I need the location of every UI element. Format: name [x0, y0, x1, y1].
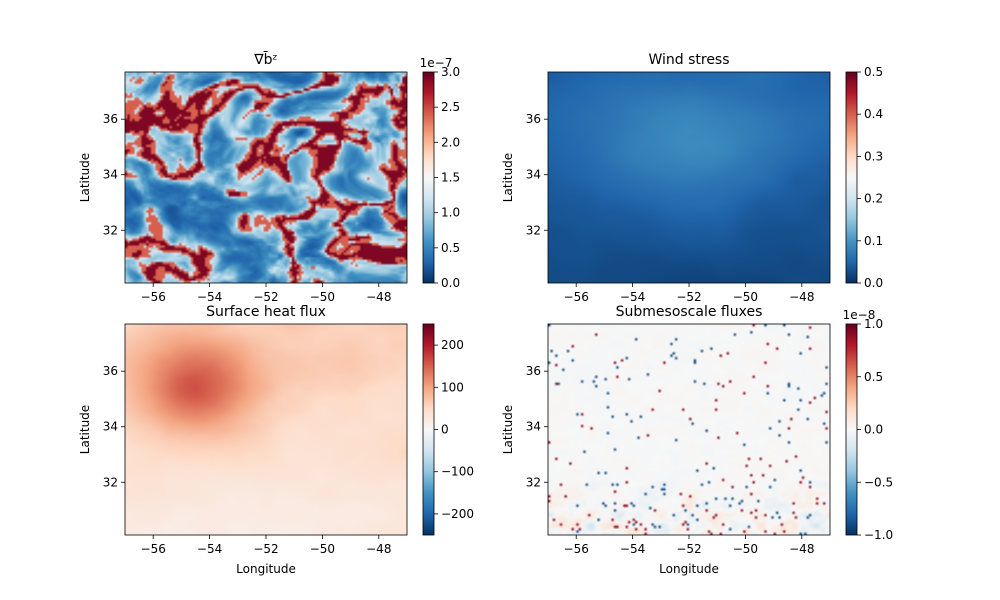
- panel-title: ∇b̄ᶻ: [253, 50, 277, 68]
- x-tick-label: −52: [676, 542, 701, 556]
- colorbar-tick-label: 1.0: [441, 206, 460, 220]
- y-tick-label: 32: [526, 223, 541, 237]
- colorbar-tick-label: 0.0: [441, 276, 460, 290]
- x-tick-label: −52: [676, 290, 701, 304]
- colorbar: [845, 71, 858, 284]
- colorbar-tick-label: 1.0: [864, 317, 883, 331]
- x-tick-label: −52: [253, 542, 278, 556]
- x-tick-label: −48: [789, 290, 814, 304]
- x-tick-label: −54: [197, 542, 222, 556]
- y-tick-label: 34: [526, 168, 541, 182]
- colorbar-tick-label: 0.3: [864, 149, 883, 163]
- heatmap-field: [125, 324, 407, 535]
- colorbar-offset-text: 1e−7: [420, 56, 453, 70]
- colorbar-tick-label: 0.4: [864, 107, 883, 121]
- panel-4: −56 −54 −52 −50 −48 32 34 36 Submesoscale fluxes…: [501, 304, 893, 576]
- y-tick-label: 34: [526, 420, 541, 434]
- panel-title: Submesoscale fluxes: [616, 304, 763, 320]
- colorbar-tick-label: −1.0: [864, 528, 893, 542]
- heatmap-field: [548, 72, 830, 283]
- colorbar: [422, 323, 435, 536]
- colorbar-tick-label: 2.5: [441, 100, 460, 114]
- colorbar-tick-label: 0.2: [864, 192, 883, 206]
- y-tick-label: 32: [103, 223, 118, 237]
- x-tick-label: −56: [141, 290, 166, 304]
- x-tick-label: −50: [733, 542, 758, 556]
- colorbar-tick-label: 0.1: [864, 234, 883, 248]
- y-tick-label: 36: [103, 112, 118, 126]
- y-tick-label: 34: [103, 168, 118, 182]
- colorbar-tick-label: 2.0: [441, 135, 460, 149]
- y-tick-label: 32: [103, 475, 118, 489]
- y-tick-label: 34: [103, 420, 118, 434]
- x-tick-label: −48: [366, 542, 391, 556]
- heatmap-field: [125, 72, 407, 283]
- panel-title: Surface heat flux: [206, 304, 326, 320]
- colorbar-tick-label: 0: [441, 423, 449, 437]
- heatmap-field: [548, 324, 830, 535]
- x-axis-label: Longitude: [659, 562, 719, 576]
- colorbar-tick-label: −200: [441, 507, 474, 521]
- x-tick-label: −48: [366, 290, 391, 304]
- colorbar-tick-label: 0.5: [441, 241, 460, 255]
- panel-title: Wind stress: [648, 52, 729, 68]
- y-axis-label: Latitude: [501, 405, 515, 454]
- y-tick-label: 36: [526, 364, 541, 378]
- panel-2: −56 −54 −52 −50 −48 32 34 36 Wind stress Latitude…: [501, 52, 883, 304]
- colorbar-tick-label: 1.5: [441, 171, 460, 185]
- y-axis-label: Latitude: [78, 153, 92, 202]
- colorbar-tick-label: −100: [441, 465, 474, 479]
- y-tick-label: 36: [103, 364, 118, 378]
- x-axis-label: Longitude: [236, 562, 296, 576]
- y-tick-label: 36: [526, 112, 541, 126]
- colorbar-tick-label: 0.0: [864, 423, 883, 437]
- panel-1: −56 −54 −52 −50 −48 32 34 36 ∇b̄ᶻ Latitude 0.0 0.5 1…: [78, 50, 460, 304]
- x-tick-label: −50: [310, 290, 335, 304]
- x-tick-label: −48: [789, 542, 814, 556]
- colorbar-offset-text: 1e−8: [843, 308, 876, 322]
- colorbar: [422, 71, 435, 284]
- x-tick-label: −54: [620, 542, 645, 556]
- x-tick-label: −56: [141, 542, 166, 556]
- colorbar-tick-label: 0.5: [864, 370, 883, 384]
- colorbar-tick-label: 200: [441, 338, 464, 352]
- colorbar-tick-label: 0.0: [864, 276, 883, 290]
- x-tick-label: −56: [564, 290, 589, 304]
- colorbar-tick-label: 3.0: [441, 65, 460, 79]
- x-tick-label: −50: [733, 290, 758, 304]
- colorbar: [845, 323, 858, 536]
- y-tick-label: 32: [526, 475, 541, 489]
- colorbar-tick-label: 100: [441, 380, 464, 394]
- colorbar-tick-label: −0.5: [864, 475, 893, 489]
- y-axis-label: Latitude: [501, 153, 515, 202]
- colorbar-tick-label: 0.5: [864, 65, 883, 79]
- y-axis-label: Latitude: [78, 405, 92, 454]
- panel-3: −56 −54 −52 −50 −48 32 34 36 Surface heat flux La…: [78, 304, 474, 576]
- x-tick-label: −52: [253, 290, 278, 304]
- x-tick-label: −54: [620, 290, 645, 304]
- x-tick-label: −50: [310, 542, 335, 556]
- x-tick-label: −54: [197, 290, 222, 304]
- x-tick-label: −56: [564, 542, 589, 556]
